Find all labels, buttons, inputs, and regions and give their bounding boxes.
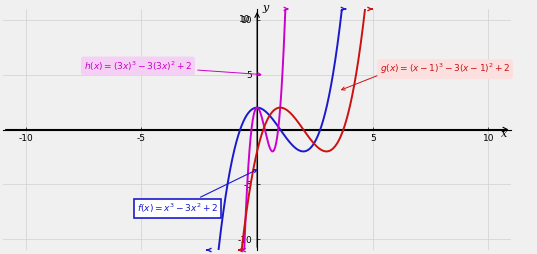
Text: $g(x) = (x-1)^3 - 3(x-1)^2 + 2$: $g(x) = (x-1)^3 - 3(x-1)^2 + 2$: [380, 62, 510, 76]
Text: x: x: [502, 129, 507, 139]
Text: y: y: [263, 3, 269, 13]
Text: $h(x) = (3x)^3 - 3(3x)^2 + 2$: $h(x) = (3x)^3 - 3(3x)^2 + 2$: [84, 59, 261, 76]
Text: $f(x) = x^3 - 3x^2 + 2$: $f(x) = x^3 - 3x^2 + 2$: [137, 170, 257, 215]
Text: 10: 10: [238, 15, 250, 24]
